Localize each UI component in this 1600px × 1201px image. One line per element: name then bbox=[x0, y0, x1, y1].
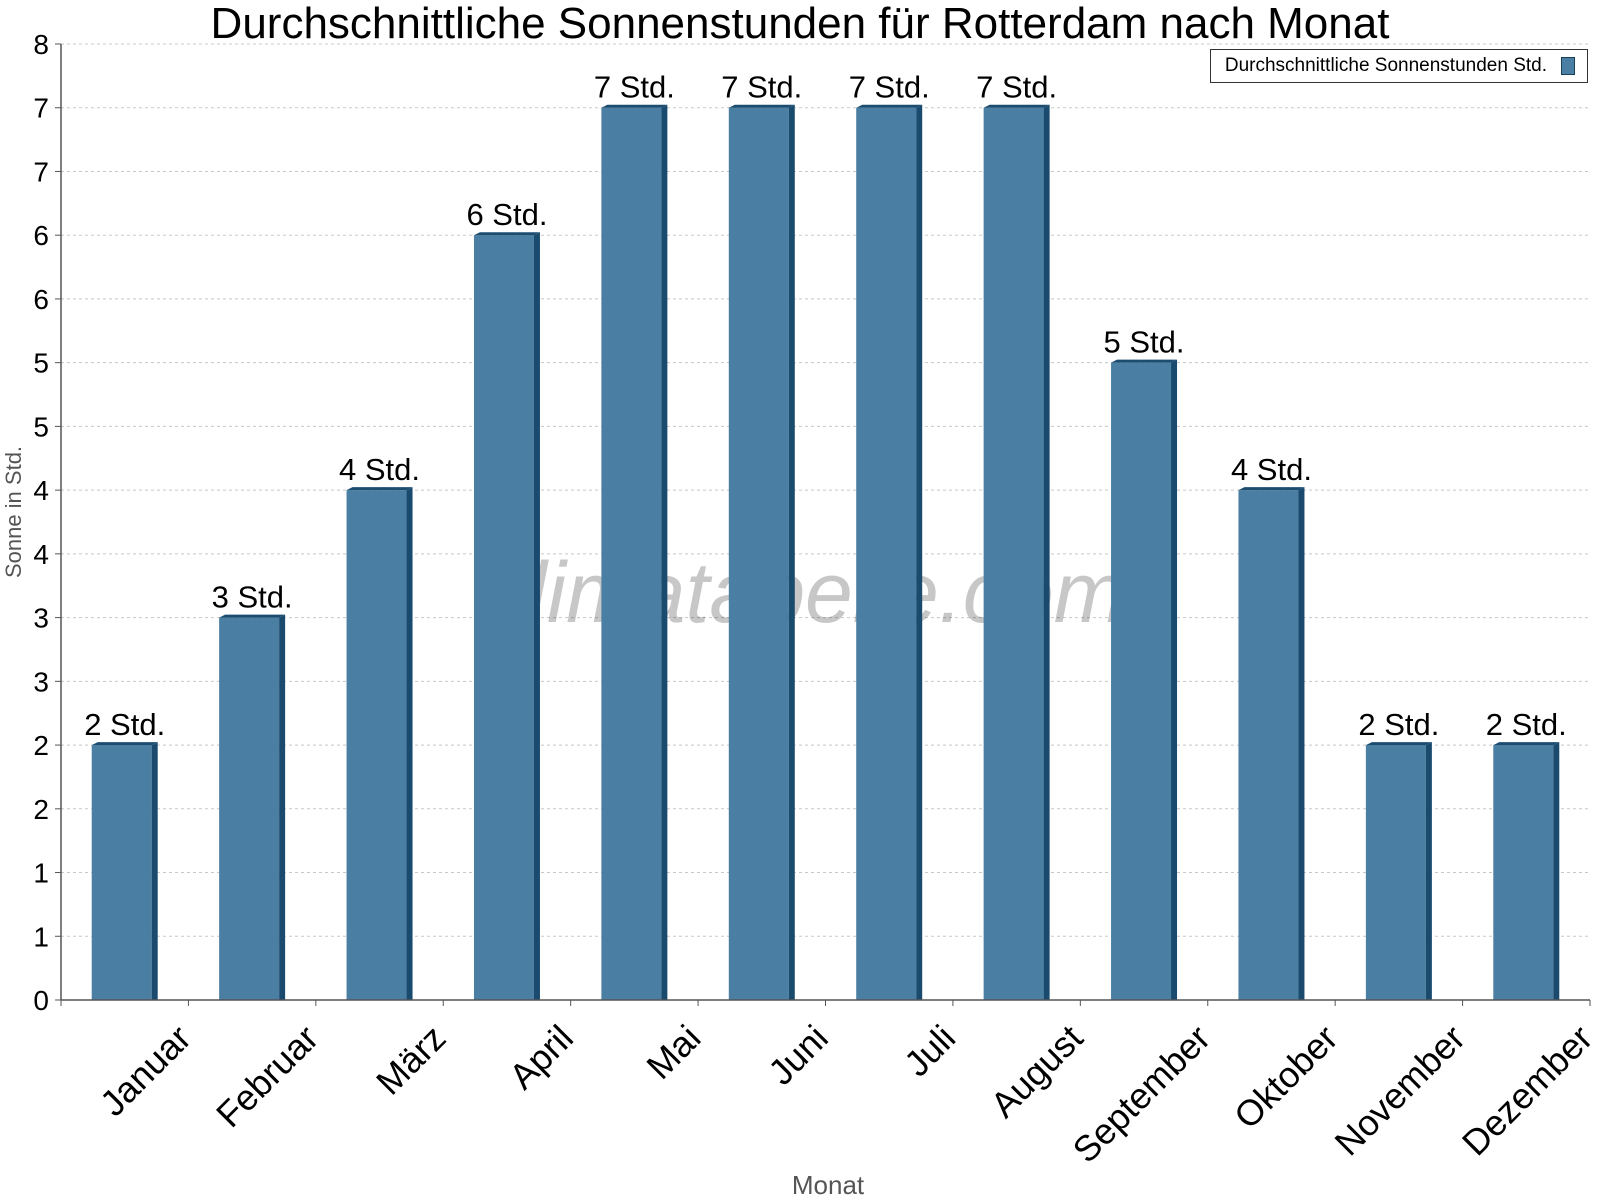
bar-top bbox=[91, 742, 158, 746]
x-tick-label: Februar bbox=[208, 1017, 326, 1135]
y-tick-label: 6 bbox=[33, 220, 49, 251]
data-label: 7 Std. bbox=[849, 70, 930, 105]
data-label: 2 Std. bbox=[84, 707, 165, 742]
y-tick-label: 4 bbox=[33, 475, 49, 506]
y-tick-label: 8 bbox=[33, 29, 49, 60]
bar-top bbox=[473, 232, 540, 236]
y-tick-label: 7 bbox=[33, 93, 49, 124]
bar bbox=[346, 490, 407, 1000]
data-label: 4 Std. bbox=[1231, 452, 1312, 487]
bar bbox=[856, 107, 917, 1000]
bar-side bbox=[151, 742, 158, 1000]
data-label: 7 Std. bbox=[976, 70, 1057, 105]
y-axis-label: Sonne in Std. bbox=[1, 445, 26, 579]
bar-top bbox=[1111, 359, 1178, 363]
x-tick-label: April bbox=[501, 1017, 581, 1097]
bar bbox=[91, 745, 152, 1000]
bar-top bbox=[219, 614, 286, 618]
data-label: 5 Std. bbox=[1104, 325, 1185, 360]
bar-side bbox=[533, 232, 540, 1000]
bar-top bbox=[346, 487, 413, 491]
bar-top bbox=[601, 104, 668, 108]
bar-side bbox=[1298, 487, 1305, 1001]
legend-swatch bbox=[1561, 57, 1575, 75]
chart-title: Durchschnittliche Sonnenstunden für Rott… bbox=[210, 0, 1390, 48]
bar-top bbox=[1238, 487, 1305, 491]
bar-side bbox=[916, 104, 923, 1000]
x-tick-label: Dezember bbox=[1454, 1017, 1600, 1163]
data-label: 2 Std. bbox=[1358, 707, 1439, 742]
data-label: 2 Std. bbox=[1486, 707, 1567, 742]
data-label: 4 Std. bbox=[339, 452, 420, 487]
bar-side bbox=[1553, 742, 1560, 1000]
y-tick-label: 1 bbox=[33, 921, 49, 952]
x-tick-label: Januar bbox=[92, 1017, 199, 1124]
bar-top bbox=[728, 104, 795, 108]
bar-top bbox=[1365, 742, 1432, 746]
bar-side bbox=[788, 104, 795, 1000]
bar bbox=[1365, 745, 1426, 1000]
x-axis-label: Monat bbox=[791, 1170, 865, 1200]
bar-top bbox=[983, 104, 1050, 108]
x-tick-label: Juni bbox=[760, 1017, 836, 1093]
x-tick-label: August bbox=[982, 1017, 1090, 1125]
bar bbox=[1111, 362, 1172, 1001]
x-tick-label: Juli bbox=[896, 1017, 963, 1084]
x-tick-label: März bbox=[368, 1017, 454, 1103]
bar-top bbox=[1493, 742, 1560, 746]
bar-side bbox=[1043, 104, 1050, 1000]
legend: Durchschnittliche Sonnenstunden Std. bbox=[1209, 49, 1588, 83]
y-tick-label: 6 bbox=[33, 284, 49, 315]
x-tick-label: Mai bbox=[638, 1017, 708, 1087]
x-tick-label: September bbox=[1065, 1017, 1219, 1171]
data-label: 6 Std. bbox=[466, 197, 547, 232]
bar-top bbox=[856, 104, 923, 108]
y-tick-label: 1 bbox=[33, 858, 49, 889]
bar bbox=[728, 107, 789, 1000]
bar bbox=[219, 617, 280, 1000]
bar-side bbox=[1171, 359, 1178, 1001]
bar bbox=[601, 107, 662, 1000]
bar bbox=[473, 235, 534, 1000]
bar bbox=[1493, 745, 1554, 1000]
x-tick-label: Oktober bbox=[1226, 1017, 1346, 1137]
y-tick-label: 5 bbox=[33, 411, 49, 442]
x-tick-label: November bbox=[1326, 1017, 1472, 1163]
bar-side bbox=[661, 104, 668, 1000]
legend-label: Durchschnittliche Sonnenstunden Std. bbox=[1224, 55, 1547, 76]
y-tick-label: 2 bbox=[33, 794, 49, 825]
data-label: 7 Std. bbox=[594, 70, 675, 105]
bar-side bbox=[406, 487, 413, 1001]
y-tick-label: 3 bbox=[33, 603, 49, 634]
bar-side bbox=[1425, 742, 1432, 1000]
y-tick-label: 4 bbox=[33, 539, 49, 570]
y-tick-label: 7 bbox=[33, 156, 49, 187]
bar bbox=[1238, 490, 1299, 1000]
y-tick-label: 2 bbox=[33, 730, 49, 761]
data-label: 7 Std. bbox=[721, 70, 802, 105]
y-tick-label: 5 bbox=[33, 348, 49, 379]
bar-side bbox=[279, 614, 286, 1000]
bar bbox=[983, 107, 1044, 1000]
data-label: 3 Std. bbox=[212, 580, 293, 615]
y-tick-label: 0 bbox=[33, 985, 49, 1016]
y-tick-label: 3 bbox=[33, 666, 49, 697]
